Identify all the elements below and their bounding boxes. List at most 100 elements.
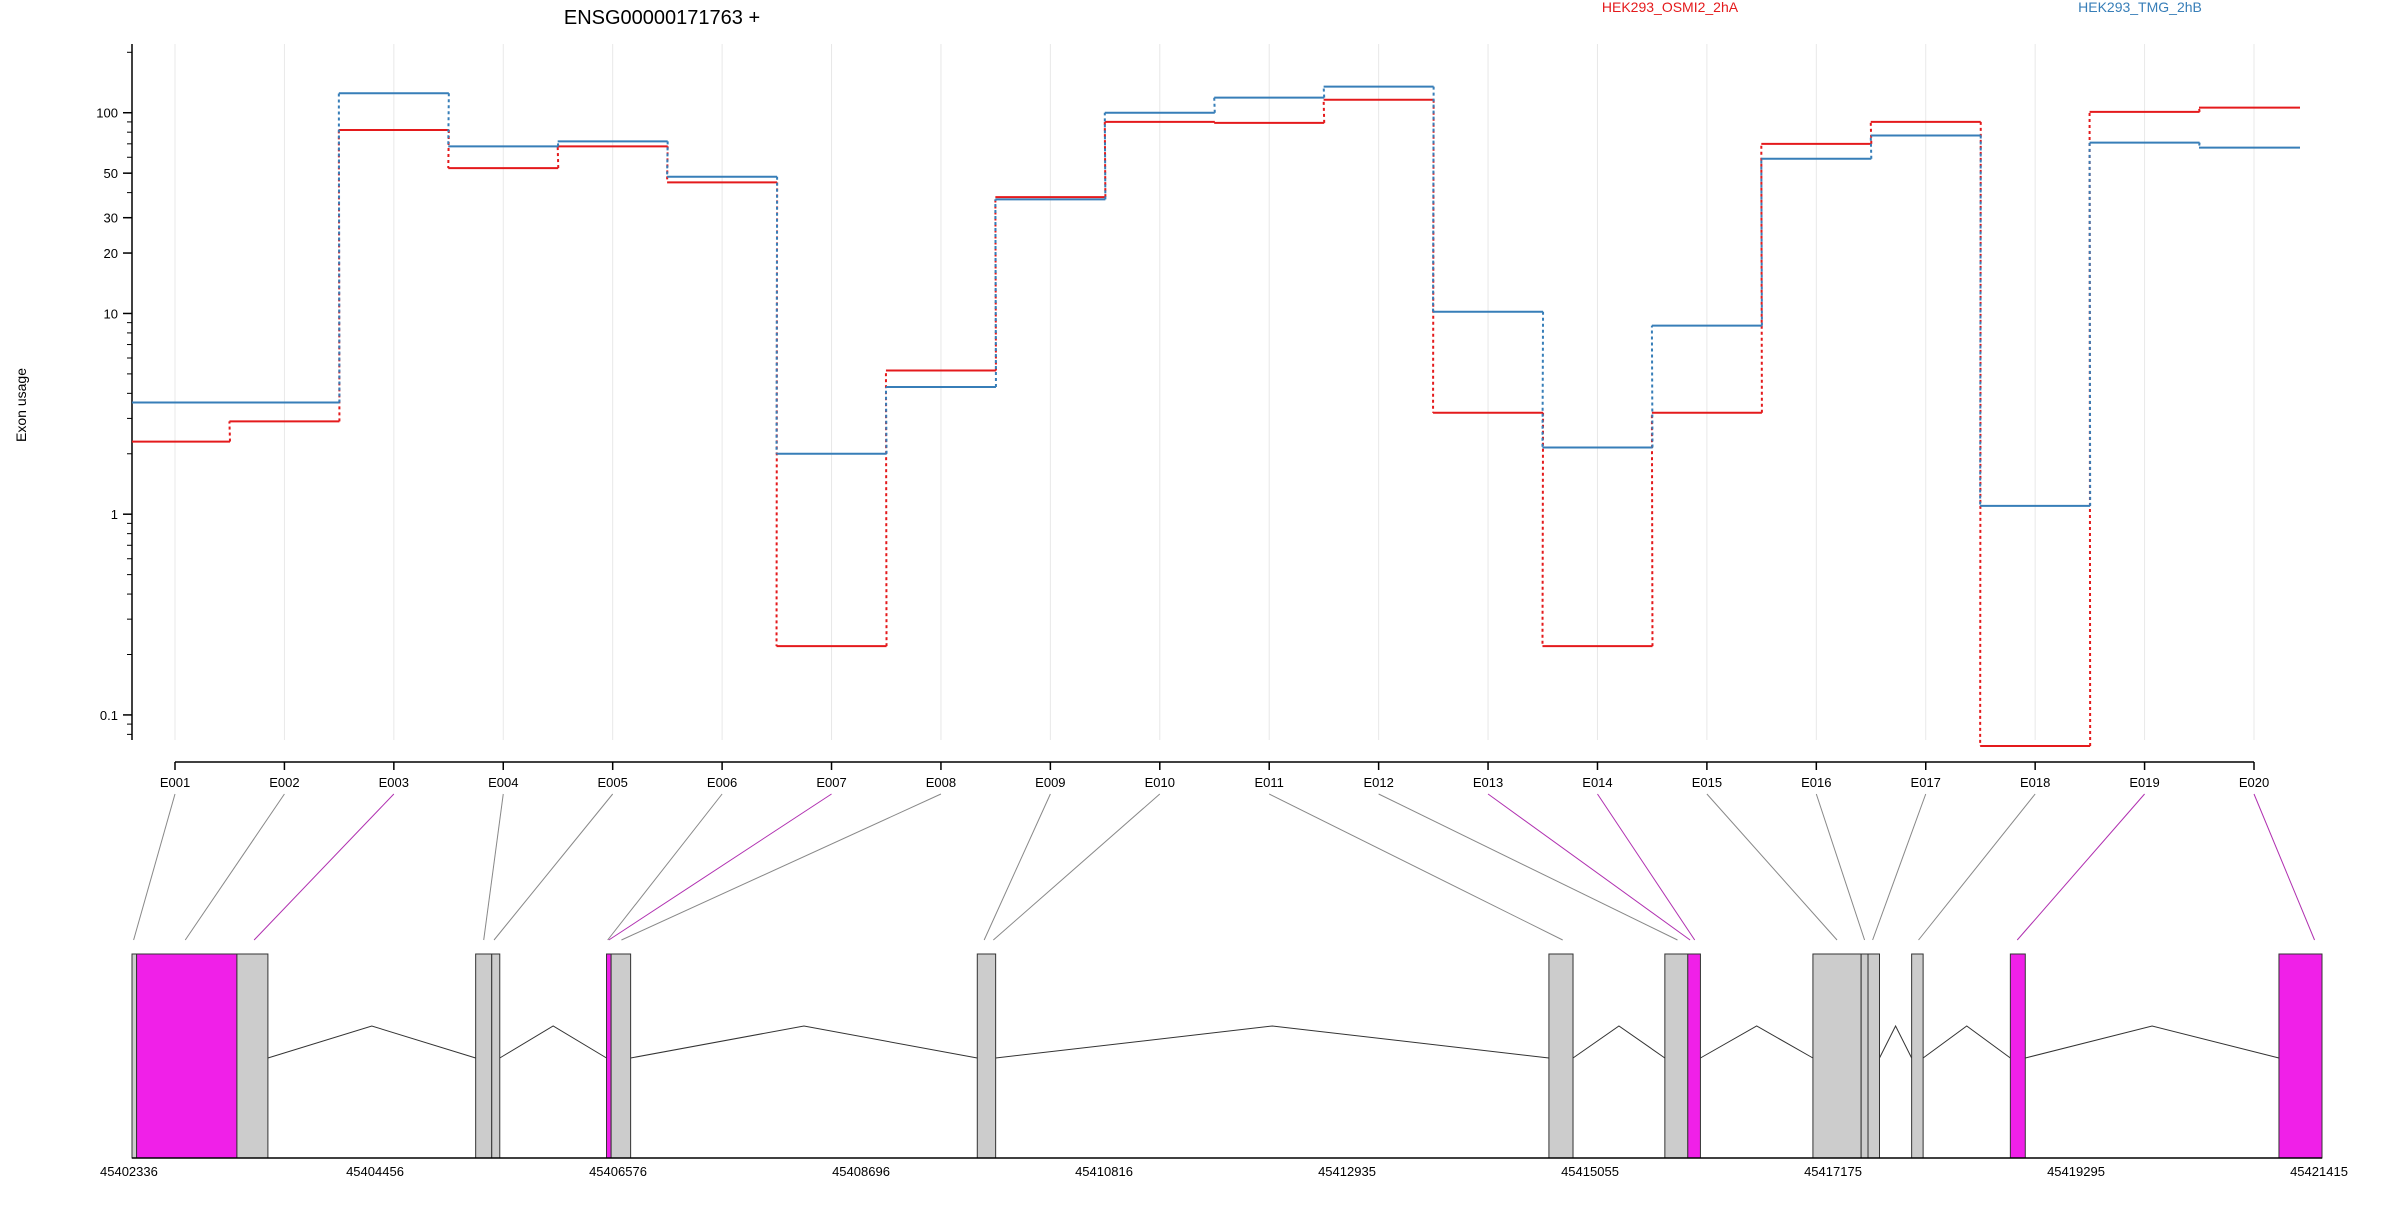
intron-line bbox=[630, 1025, 978, 1059]
genomic-position-label: 45412935 bbox=[1318, 1164, 1376, 1179]
intron-line bbox=[499, 1025, 607, 1059]
series-layer bbox=[132, 85, 2300, 748]
connector-e016 bbox=[1815, 793, 1866, 941]
connector-e012 bbox=[1378, 793, 1678, 941]
genomic-position-label: 45410816 bbox=[1075, 1164, 1133, 1179]
exon-box-e004 bbox=[475, 953, 493, 1159]
x-tick-label-e019: E019 bbox=[2129, 775, 2159, 790]
series-connector bbox=[1869, 135, 1873, 159]
series-connector bbox=[775, 182, 779, 647]
series-connector bbox=[884, 387, 888, 454]
connector-e019 bbox=[2016, 793, 2145, 941]
exon-box-e017 bbox=[2278, 953, 2323, 1159]
connector-e010 bbox=[993, 793, 1161, 941]
series-connector bbox=[994, 199, 997, 388]
x-tick-label-e018: E018 bbox=[2020, 775, 2050, 790]
exon-box-e009 bbox=[1548, 953, 1574, 1159]
y-tick-label: 100 bbox=[96, 106, 118, 121]
series-connector bbox=[1979, 135, 1982, 506]
y-tick-label: 10 bbox=[104, 306, 118, 321]
series-connector bbox=[337, 93, 341, 403]
x-tick-label-e011: E011 bbox=[1255, 775, 1284, 790]
y-tick-label: 50 bbox=[104, 166, 118, 181]
exon-box-e002 bbox=[136, 953, 238, 1159]
series-connector bbox=[1650, 412, 1654, 647]
x-tick-label-e004: E004 bbox=[488, 775, 518, 790]
series-connector bbox=[1213, 97, 1216, 113]
exon-box-e008 bbox=[976, 953, 997, 1159]
x-tick-label-e014: E014 bbox=[1582, 775, 1612, 790]
x-tick-label-e003: E003 bbox=[379, 775, 409, 790]
exon-box-e016 bbox=[2009, 953, 2026, 1159]
x-tick-label-e002: E002 bbox=[269, 775, 299, 790]
intron-line bbox=[1700, 1025, 1814, 1059]
x-tick-label-e016: E016 bbox=[1801, 775, 1831, 790]
x-tick-label-e010: E010 bbox=[1145, 775, 1175, 790]
intron-line bbox=[995, 1025, 1549, 1059]
series-hek293-osmi2-2ha bbox=[132, 98, 2300, 748]
series-connector bbox=[1432, 86, 1435, 312]
x-tick-label-e017: E017 bbox=[1911, 775, 1941, 790]
connector-e005 bbox=[493, 793, 614, 941]
exon-box-e011 bbox=[1687, 953, 1701, 1159]
x-tick-label-e008: E008 bbox=[926, 775, 956, 790]
y-tick-label: 0.1 bbox=[100, 708, 118, 723]
exon-box-e003 bbox=[236, 953, 269, 1159]
intron-line bbox=[1879, 1024, 1913, 1059]
series-connector bbox=[556, 141, 560, 147]
exon-box-e013 bbox=[1860, 953, 1869, 1159]
x-tick-label-e001: E001 bbox=[160, 775, 190, 790]
genomic-position-label: 45415055 bbox=[1561, 1164, 1619, 1179]
series-connector bbox=[1869, 121, 1873, 144]
y-axis: 0.1 1 10 20 30 50 100 bbox=[96, 44, 133, 740]
y-tick-label: 30 bbox=[104, 211, 118, 226]
intron-line bbox=[2025, 1025, 2280, 1059]
series-connector bbox=[1103, 112, 1107, 200]
x-tick-label-e007: E007 bbox=[816, 775, 846, 790]
series-hek293-tmg-2hb bbox=[132, 85, 2300, 507]
series-connector bbox=[1322, 99, 1326, 123]
connector-e009 bbox=[983, 793, 1051, 941]
connector-e008 bbox=[621, 793, 942, 941]
x-tick-label-e012: E012 bbox=[1363, 775, 1393, 790]
series-connector bbox=[884, 370, 888, 647]
intron-line bbox=[1572, 1025, 1666, 1059]
connector-e003 bbox=[253, 793, 395, 941]
genomic-position-label: 45419295 bbox=[2047, 1164, 2105, 1179]
y-axis-label: Exon usage bbox=[13, 368, 29, 442]
connector-e017 bbox=[1872, 793, 1927, 941]
connector-e011 bbox=[1268, 793, 1563, 941]
exon-box-e014 bbox=[1867, 953, 1881, 1159]
series-connector bbox=[775, 176, 779, 454]
chart-title: ENSG00000171763 + bbox=[564, 7, 760, 29]
legend-entry-tmg: HEK293_TMG_2hB bbox=[2078, 0, 2202, 15]
series-connector bbox=[1322, 86, 1326, 98]
legend-entry-osmi2: HEK293_OSMI2_2hA bbox=[1602, 0, 1739, 15]
genomic-position-label: 45421415 bbox=[2290, 1164, 2348, 1179]
x-tick-label-e013: E013 bbox=[1473, 775, 1503, 790]
series-connector bbox=[1541, 412, 1545, 647]
x-tick-label-e020: E020 bbox=[2239, 775, 2269, 790]
exon-box-e010 bbox=[1664, 953, 1689, 1159]
series-connector bbox=[1760, 158, 1763, 326]
y-tick-label: 20 bbox=[104, 246, 118, 261]
connector-e020 bbox=[2253, 793, 2316, 941]
series-connector bbox=[1541, 311, 1545, 448]
genomic-position-label: 45408696 bbox=[832, 1164, 890, 1179]
connector-e007 bbox=[608, 793, 832, 941]
series-connector bbox=[556, 146, 560, 169]
x-tick-label-e005: E005 bbox=[597, 775, 627, 790]
connector-e006 bbox=[607, 793, 723, 941]
intron-line bbox=[1922, 1025, 2011, 1059]
connector-e013 bbox=[1487, 793, 1691, 941]
connector-layer bbox=[133, 793, 2316, 941]
series-connector bbox=[1760, 143, 1763, 413]
genomic-position-label: 45406576 bbox=[589, 1164, 647, 1179]
exon-box-e007 bbox=[610, 953, 632, 1159]
series-connector bbox=[2088, 142, 2092, 506]
x-tick-label-e006: E006 bbox=[707, 775, 737, 790]
connector-e004 bbox=[483, 793, 504, 941]
series-connector bbox=[2088, 111, 2092, 747]
intron-line bbox=[267, 1025, 476, 1059]
